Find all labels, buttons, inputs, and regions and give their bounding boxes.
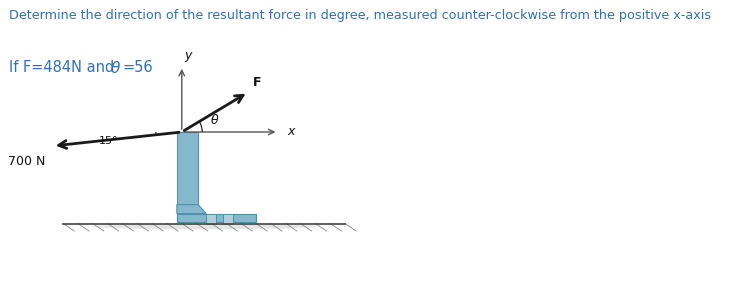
Polygon shape	[223, 214, 233, 224]
Text: If F=484N and: If F=484N and	[9, 60, 119, 75]
Text: $\it{\theta}$: $\it{\theta}$	[210, 113, 220, 128]
Text: y: y	[184, 49, 191, 62]
Text: F: F	[252, 76, 261, 89]
Text: 15°: 15°	[99, 136, 119, 146]
Polygon shape	[177, 205, 206, 214]
Text: Determine the direction of the resultant force in degree, measured counter-clock: Determine the direction of the resultant…	[9, 9, 711, 22]
Polygon shape	[206, 214, 216, 224]
Polygon shape	[177, 132, 198, 222]
Polygon shape	[177, 214, 256, 222]
Text: 700 N: 700 N	[8, 155, 45, 168]
Text: =56: =56	[122, 60, 153, 75]
Text: $\it{\theta}$: $\it{\theta}$	[110, 60, 121, 76]
Text: x: x	[287, 125, 295, 139]
Ellipse shape	[91, 224, 317, 229]
